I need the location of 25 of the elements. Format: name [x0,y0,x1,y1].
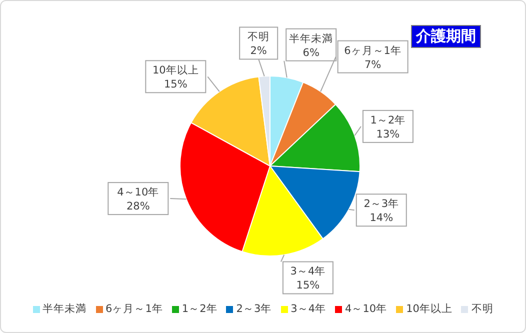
chart-title: 介護期間 [411,25,481,48]
legend-label: 4～10年 [345,302,388,316]
legend-label: 6ヶ月～1年 [106,302,163,316]
legend-label: 不明 [471,302,494,316]
data-label: 15% [296,280,320,292]
slice-label: 10年以上 [152,64,199,77]
legend-label: 3～4年 [290,302,326,316]
data-label: 6% [302,46,320,59]
slice-label: 3～4年 [290,266,326,278]
data-label: 28% [126,200,150,213]
slice-label: 1～2年 [370,114,406,126]
data-label: 2% [250,45,267,58]
slice-label: 半年未満 [289,32,334,45]
legend-label: 2～3年 [236,302,272,316]
data-label: 15% [164,78,188,91]
legend-label: 半年未満 [42,302,87,316]
slice-label: 不明 [248,31,270,44]
slice-label: 4～10年 [117,186,160,199]
data-label: 13% [376,128,400,140]
legend-label: 10年以上 [406,302,452,316]
legend-label: 1～2年 [182,302,218,316]
slice-label: 6ヶ月～1年 [344,44,402,57]
slice-label: 2～3年 [364,198,400,210]
data-label: 14% [370,212,394,224]
data-label: 7% [364,58,382,71]
